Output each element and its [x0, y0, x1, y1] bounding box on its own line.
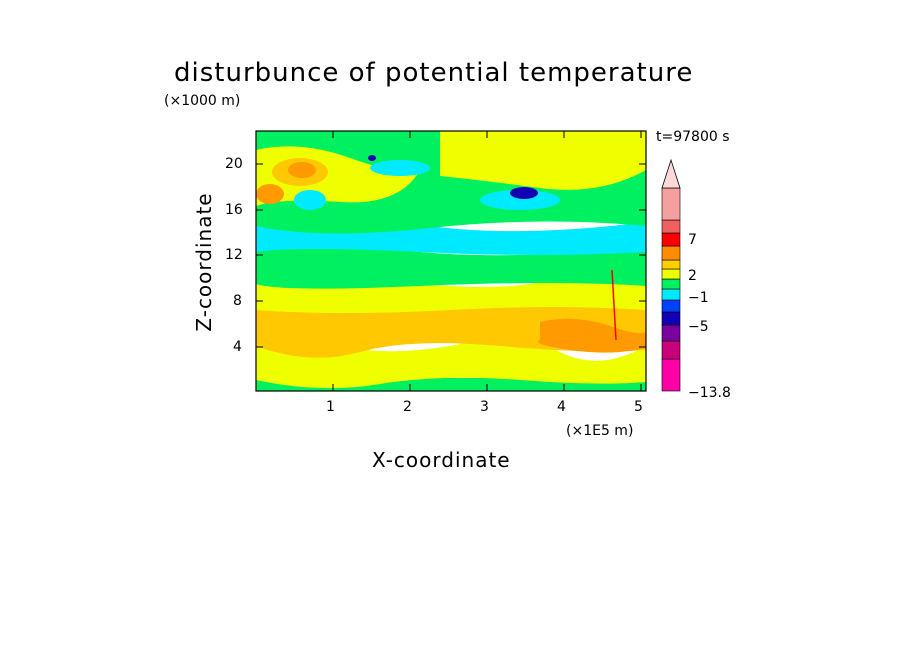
y-axis-unit: (×1000 m)	[164, 93, 241, 109]
x-axis-unit: (×1E5 m)	[566, 423, 634, 439]
colorbar	[661, 158, 681, 392]
x-tick-label: 4	[557, 399, 566, 415]
patch-darkorange-2	[256, 184, 284, 204]
colorbar-segment	[661, 278, 681, 290]
x-tick-label: 5	[634, 399, 643, 415]
contour-field	[256, 131, 646, 391]
y-tick-label: 12	[225, 247, 243, 263]
patch-cyan-3	[480, 190, 560, 210]
colorbar-segment	[661, 311, 681, 326]
x-tick-label: 3	[480, 399, 489, 415]
colorbar-segment	[661, 299, 681, 313]
colorbar-segment	[661, 259, 681, 270]
patch-blue	[510, 187, 538, 199]
x-ticks	[332, 131, 642, 391]
colorbar-segment	[661, 219, 681, 234]
band-green	[256, 247, 646, 289]
y-ticks	[256, 163, 646, 348]
colorbar-segment	[661, 288, 681, 301]
y-tick-label: 16	[225, 202, 243, 218]
patch-darkorange	[538, 318, 646, 353]
colorbar-segment	[661, 187, 681, 221]
colorbar-label: 7	[688, 232, 697, 248]
y-tick-label: 20	[225, 156, 243, 172]
colorbar-label: 2	[688, 268, 697, 284]
colorbar-label: −1	[688, 290, 709, 306]
patch-top-yellow	[440, 131, 646, 190]
x-tick-label: 1	[326, 399, 335, 415]
chart-title: disturbunce of potential temperature	[174, 58, 694, 88]
patch-darkorange-1	[288, 162, 316, 178]
colorbar-segment	[661, 340, 681, 360]
plot-frame	[255, 130, 647, 392]
x-tick-label: 2	[403, 399, 412, 415]
colorbar-segment	[661, 268, 681, 280]
colorbar-segment	[661, 232, 681, 247]
y-tick-label: 4	[233, 339, 242, 355]
colorbar-segment	[661, 358, 681, 392]
colorbar-segment	[661, 324, 681, 342]
colorbar-label: −13.8	[688, 385, 731, 401]
colorbar-extension-triangle	[661, 158, 681, 189]
y-tick-label: 8	[233, 293, 242, 309]
colorbar-label: −5	[688, 319, 709, 335]
patch-cyan-1	[294, 190, 326, 210]
patch-blue-2	[368, 155, 376, 161]
colorbar-segment	[661, 245, 681, 261]
time-label: t=97800 s	[656, 129, 730, 145]
red-streak	[611, 269, 617, 341]
patch-cyan-2	[370, 160, 430, 176]
x-axis-label: X-coordinate	[372, 448, 511, 472]
